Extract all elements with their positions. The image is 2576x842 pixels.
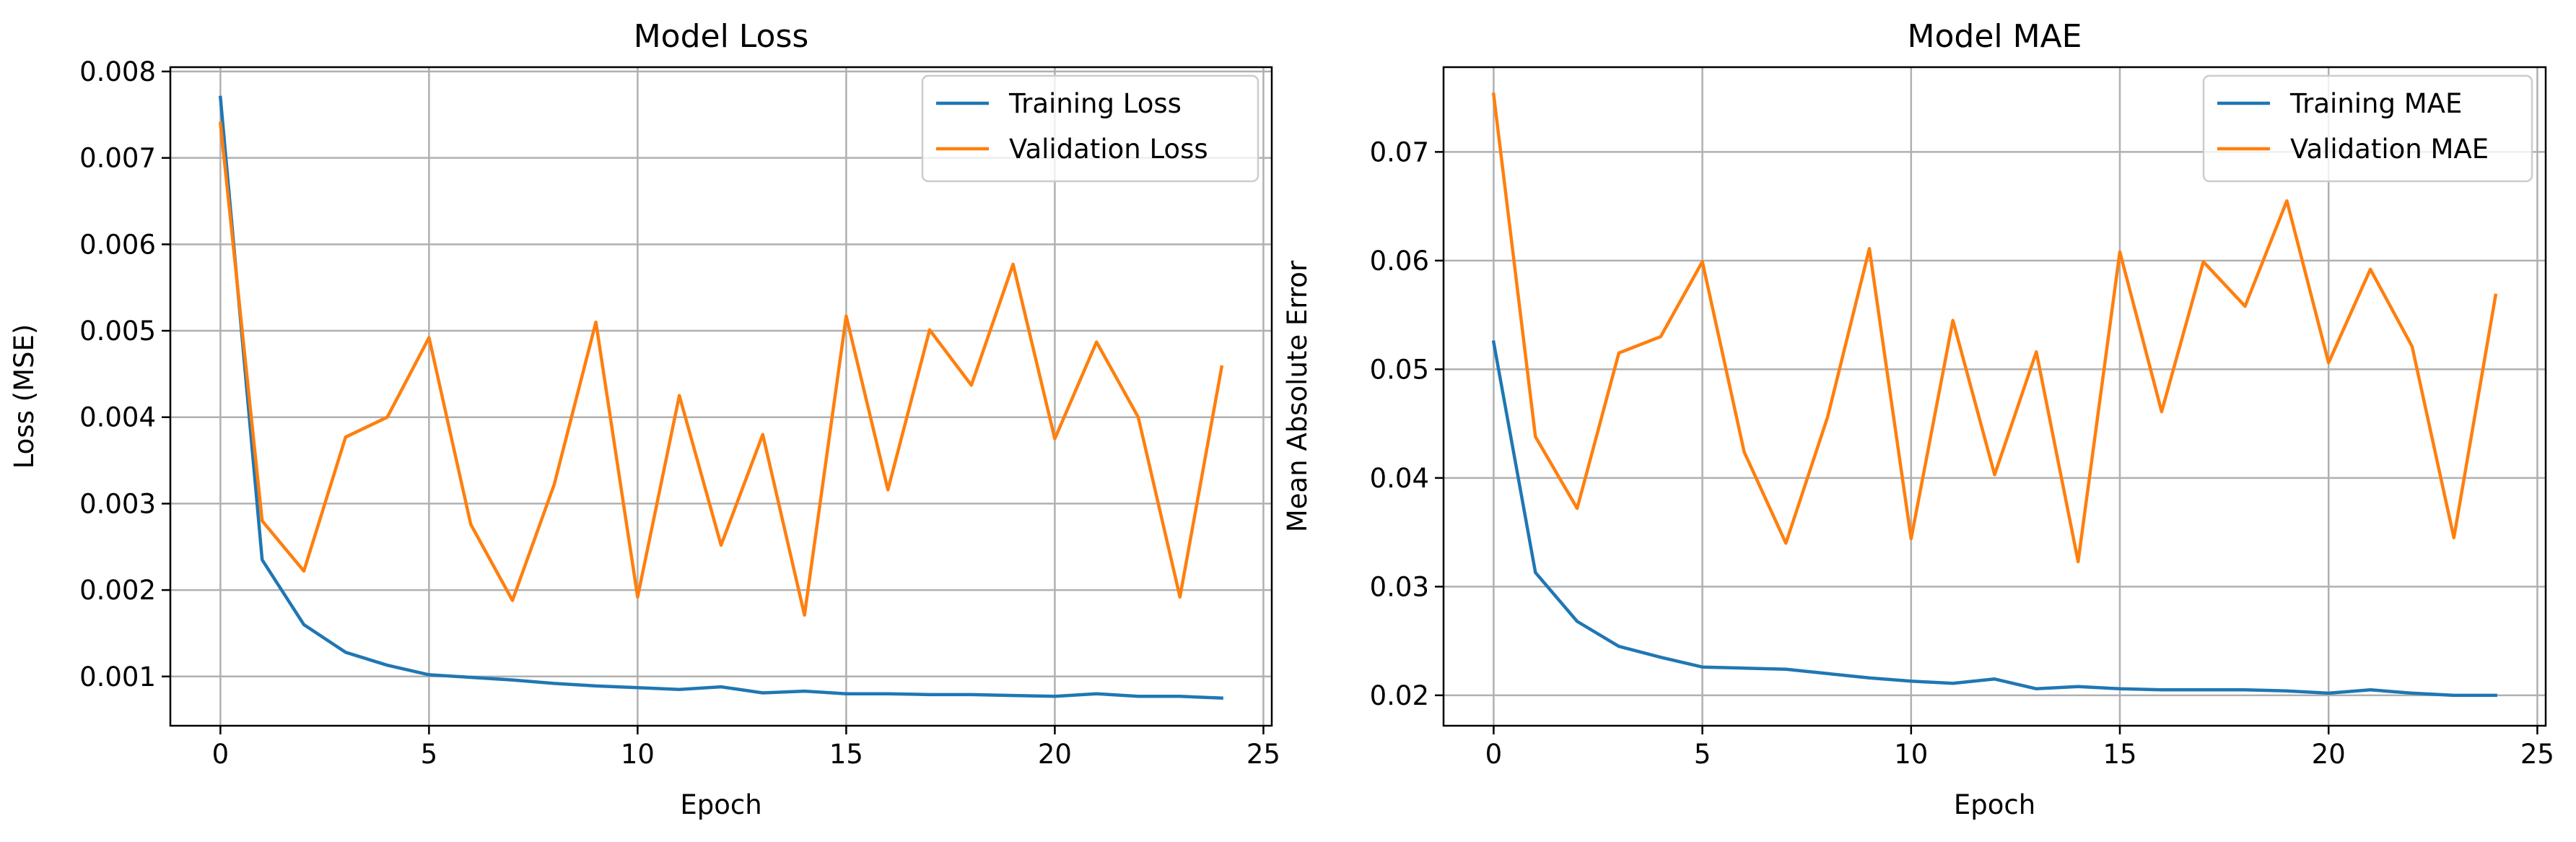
x-tick-label: 15 [829,739,863,770]
series-line-training-loss [218,95,1223,700]
x-tick-label: 15 [2103,739,2136,770]
legend-label: Training MAE [2289,88,2462,119]
plot-frame [169,66,1273,727]
y-axis-label: Mean Absolute Error [1282,260,1313,532]
x-axis-label: Epoch [1954,789,2035,820]
x-tick-label: 5 [421,739,438,770]
x-tick-label: 5 [1694,739,1711,770]
y-axis-label: Loss (MSE) [9,324,40,469]
y-tick-label: 0.04 [1370,463,1429,494]
x-tick-label: 20 [1038,739,1072,770]
x-axis-label: Epoch [680,789,761,820]
y-tick-label: 0.003 [79,488,156,519]
y-tick-label: 0.05 [1370,354,1429,385]
y-tick-label: 0.002 [79,575,156,606]
x-tick-label: 10 [621,739,655,770]
legend: Training Loss Validation Loss [921,74,1259,183]
legend-label: Validation Loss [1009,134,1208,165]
series-line-validation-mae [1491,92,2498,564]
y-tick-label: 0.007 [79,143,156,174]
x-tick-label: 25 [1246,739,1280,770]
x-tick-label: 20 [2312,739,2346,770]
legend: Training MAE Validation MAE [2202,74,2533,183]
legend-frame [2202,74,2533,183]
x-tick-label: 10 [1894,739,1928,770]
legend-label: Training Loss [1008,88,1182,119]
y-tick-label: 0.006 [79,229,156,260]
y-tick-label: 0.03 [1370,571,1429,602]
y-tick-label: 0.008 [79,56,156,87]
legend-frame [921,74,1259,183]
series-line-validation-loss [218,121,1224,617]
grid-lines [1444,67,2546,726]
x-tick-label: 0 [1485,739,1503,770]
y-tick-label: 0.06 [1370,246,1429,277]
x-tick-label: 0 [212,739,230,770]
legend-label: Validation MAE [2290,134,2489,165]
series-line-training-mae [1491,340,2497,698]
x-tick-label: 25 [2520,739,2554,770]
chart-title: Model MAE [1908,18,2082,55]
y-tick-label: 0.005 [79,316,156,347]
chart-model-mae: 0 5 10 15 20 25 0.02 0.03 0.04 0.05 0.06 0.07 Model … [1282,18,2554,820]
y-tick-label: 0.001 [79,661,156,693]
plot-frame [1442,66,2547,727]
chart-title: Model Loss [634,18,809,55]
y-tick-label: 0.07 [1370,136,1429,168]
y-tick-label: 0.004 [79,402,156,433]
chart-model-loss: 0 5 10 15 20 25 0.001 0.002 0.003 0.004 0.005 0.006… [9,18,1280,820]
y-tick-label: 0.02 [1370,680,1429,711]
